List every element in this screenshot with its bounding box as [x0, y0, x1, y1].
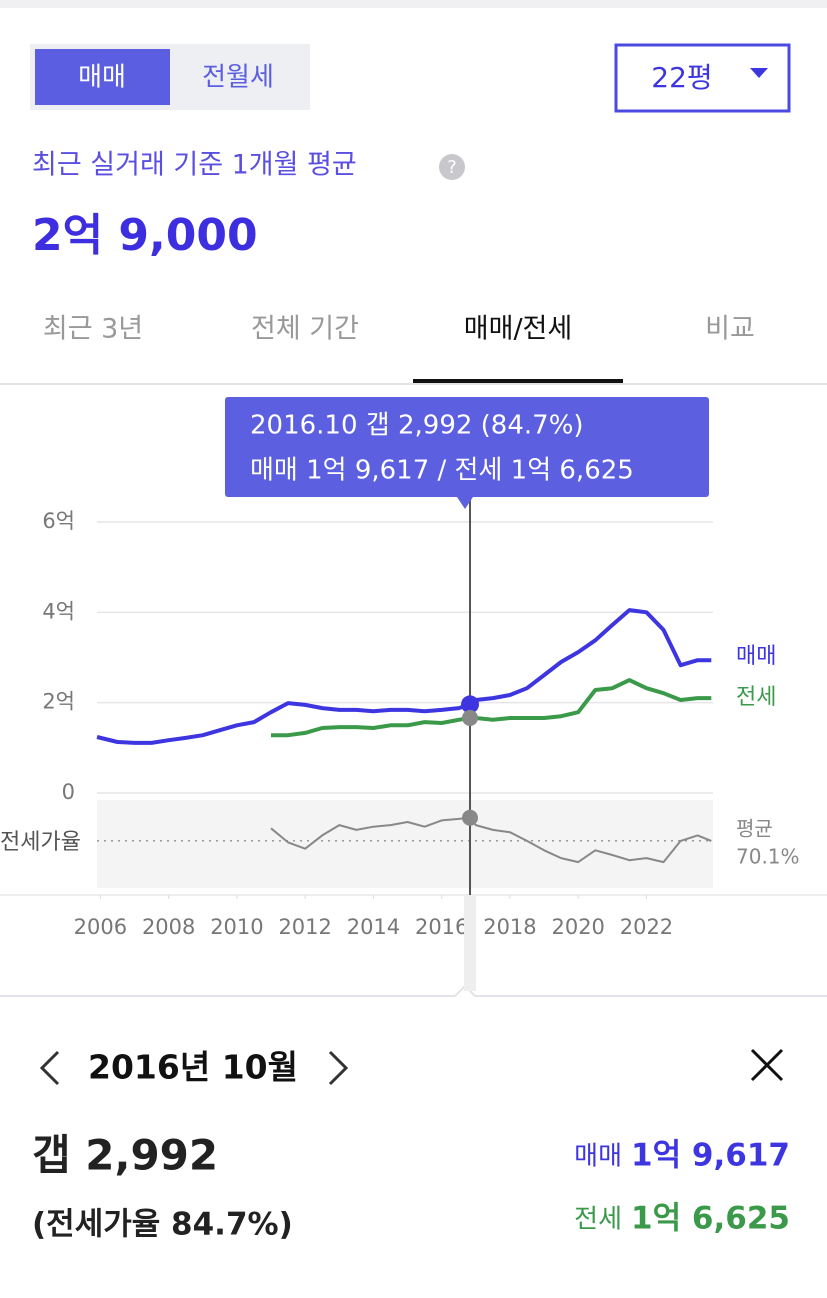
toggle-sale[interactable]: 매매: [78, 63, 126, 93]
prev-button[interactable]: [39, 1050, 60, 1086]
y-tick-label: 2억: [42, 690, 75, 714]
x-tick-label: 2016: [415, 915, 468, 939]
x-tick-label: 2022: [620, 915, 673, 939]
x-tick-label: 2008: [142, 915, 195, 939]
legend-label: 전세: [736, 685, 776, 710]
y-tick-label: 4억: [42, 599, 75, 623]
y-tick-label: 6억: [42, 509, 75, 533]
detail-jeonse-label: 전세: [574, 1205, 622, 1235]
x-tick-label: 2018: [483, 915, 536, 939]
detail-jeonse-value: 1억 6,625: [631, 1201, 790, 1237]
average-label: 70.1%: [736, 845, 800, 869]
tooltip-line: 매매 1억 9,617 / 전세 1억 6,625: [250, 456, 634, 486]
x-tick-label: 2012: [278, 915, 331, 939]
tooltip-arrow: [457, 497, 473, 509]
subtitle: 최근 실거래 기준 1개월 평균: [32, 150, 357, 181]
next-button[interactable]: [328, 1050, 349, 1086]
series-line: [271, 678, 712, 738]
legend-label: 매매: [736, 644, 776, 669]
detail-ratio: (전세가율 84.7%): [32, 1207, 293, 1243]
tab[interactable]: 최근 3년: [43, 314, 143, 345]
top-strip: [0, 0, 827, 8]
price: 2억 9,000: [32, 210, 258, 261]
y2-axis-label: 전세가율: [0, 830, 81, 855]
ratio-panel: [97, 800, 713, 888]
selected-point: [461, 695, 480, 714]
series-line: [270, 816, 712, 864]
average-name: 평균: [736, 817, 773, 841]
y-tick-label: 0: [62, 780, 75, 804]
detail-sale-label: 매매: [574, 1142, 622, 1172]
tab[interactable]: 전체 기간: [251, 314, 359, 345]
size-select[interactable]: [614, 43, 791, 113]
tooltip: [225, 397, 709, 497]
close-button[interactable]: [750, 1048, 784, 1082]
tooltip-line: 2016.10 갭 2,992 (84.7%): [250, 411, 584, 441]
selected-point: [462, 809, 479, 826]
selected-point: [462, 709, 479, 726]
x-tick-label: 2006: [74, 915, 127, 939]
tab-active[interactable]: 매매/전세: [464, 314, 572, 345]
tab-underline: [413, 379, 623, 383]
plot: 0 2억 4억 6억 2006 2008 2010 2012 2014 2016 2018 2020 2…: [0, 500, 800, 991]
toggle-rent[interactable]: 전월세: [202, 63, 274, 93]
x-tick-label: 2014: [347, 915, 400, 939]
x-tick-label: 2020: [551, 915, 604, 939]
section-divider: [0, 984, 827, 997]
series-line: [96, 608, 712, 745]
selection-handle: [464, 895, 477, 991]
help-icon[interactable]: [439, 154, 465, 180]
dropdown-arrow: [750, 68, 768, 78]
x-tick-label: 2010: [210, 915, 263, 939]
detail-sale-value: 1억 9,617: [631, 1138, 790, 1174]
help-icon-glyph: ?: [447, 157, 457, 178]
tab[interactable]: 비교: [705, 314, 755, 345]
detail-date: 2016년 10월: [88, 1048, 298, 1087]
detail-gap: 갭 2,992: [32, 1131, 218, 1180]
toggle-active[interactable]: [35, 49, 170, 105]
size-select-text[interactable]: 22평: [651, 61, 712, 94]
